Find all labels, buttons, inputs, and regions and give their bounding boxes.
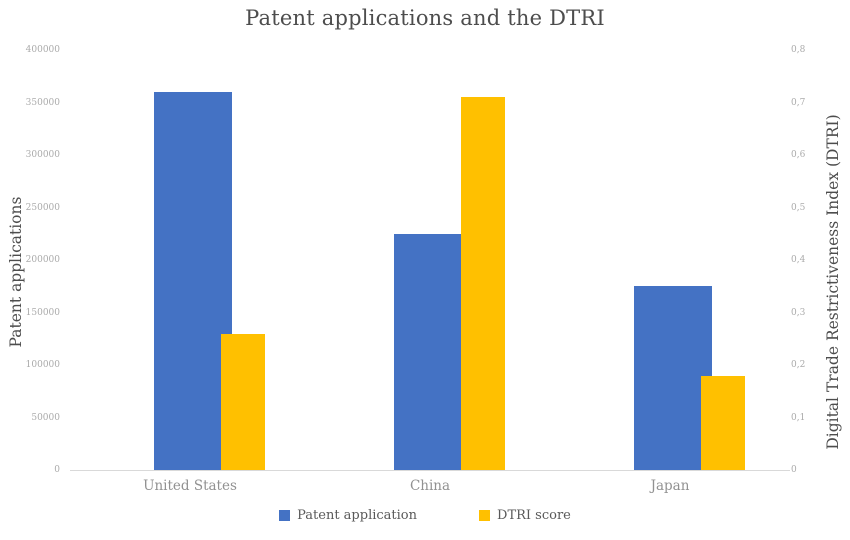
- chart-legend: Patent application DTRI score: [0, 508, 850, 523]
- bar-patent-application-2: [394, 233, 472, 470]
- category-axis-labels: United States China Japan: [70, 478, 790, 498]
- right-axis-tick-label: 0,5: [791, 202, 806, 213]
- right-axis-tick-label: 0,8: [791, 45, 806, 55]
- bar-dtri-score-1: [221, 333, 265, 470]
- legend-swatch-yellow: [479, 510, 491, 521]
- right-axis-tick-label: 0: [791, 465, 797, 475]
- left-axis-tick-label: 350000: [25, 97, 60, 108]
- left-axis-tick-label: 400000: [25, 45, 60, 55]
- left-axis-tick-label: 300000: [25, 150, 60, 160]
- bar-dtri-score-3: [701, 375, 745, 470]
- legend-swatch-blue: [279, 510, 291, 521]
- plot-area: [70, 50, 790, 471]
- left-axis-tick-label: 200000: [25, 255, 60, 265]
- chart-title: Patent applications and the DTRI: [245, 6, 605, 30]
- bar-dtri-score-2: [461, 97, 505, 470]
- left-axis-tick-label: 150000: [25, 307, 60, 318]
- legend-item-dtri-score: DTRI score: [479, 508, 571, 523]
- right-axis-tick-labels: 0 0,1 0,2 0,3 0,4 0,5 0,6 0,7 0,8: [791, 45, 836, 475]
- category-label: Japan: [650, 478, 690, 494]
- right-axis-tick-label: 0,7: [791, 97, 806, 108]
- right-axis-tick-label: 0,2: [791, 360, 806, 370]
- left-axis-tick-label: 50000: [31, 412, 60, 423]
- legend-item-patent-application: Patent application: [279, 508, 417, 523]
- category-label: United States: [143, 478, 237, 494]
- left-axis-tick-label: 100000: [25, 360, 60, 370]
- legend-label: Patent application: [297, 508, 418, 523]
- left-axis-tick-label: 250000: [25, 202, 60, 213]
- right-axis-tick-label: 0,4: [791, 255, 806, 265]
- left-axis-tick-labels: 0 50000 100000 150000 200000 250000 300000 3500…: [0, 45, 60, 475]
- legend-label: DTRI score: [497, 508, 571, 523]
- bar-patent-application-1: [154, 92, 232, 470]
- right-axis-tick-label: 0,6: [791, 150, 806, 160]
- category-label: China: [409, 478, 451, 494]
- bar-patent-application-3: [634, 286, 712, 470]
- right-axis-tick-label: 0,1: [791, 412, 806, 423]
- right-axis-tick-label: 0,3: [791, 307, 806, 318]
- left-axis-tick-label: 0: [54, 465, 60, 475]
